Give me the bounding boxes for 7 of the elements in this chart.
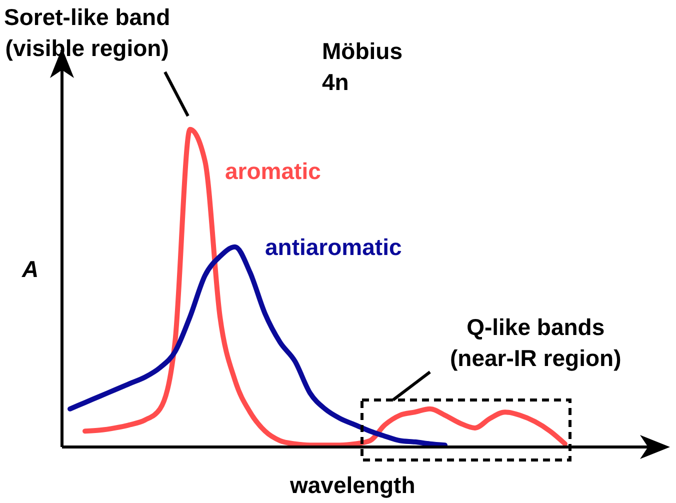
series-label: aromatic bbox=[225, 157, 321, 186]
y-axis-title: A bbox=[22, 255, 39, 284]
x-axis-title: wavelength bbox=[290, 471, 416, 500]
series-label: antiaromatic bbox=[265, 233, 402, 262]
annotation: Q-like bands (near-IR region) bbox=[450, 313, 622, 373]
text: Möbius 4n bbox=[322, 37, 402, 97]
text: Soret-like band (visible region) bbox=[4, 3, 170, 63]
